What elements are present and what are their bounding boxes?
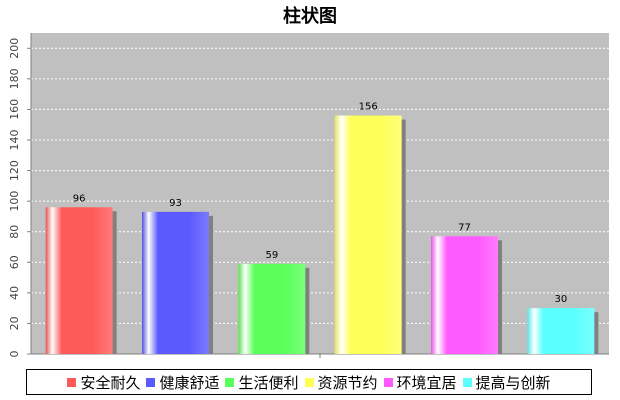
- legend-label: 生活便利: [238, 373, 299, 392]
- legend-label: 资源节约: [317, 373, 378, 392]
- y-tick-label: 120: [8, 160, 21, 181]
- data-label: 96: [73, 193, 86, 204]
- legend-item: 提高与创新: [462, 372, 551, 393]
- legend-item: 健康舒适: [146, 372, 219, 393]
- bar: [431, 236, 498, 354]
- legend-label: 安全耐久: [80, 373, 141, 392]
- legend-swatch: [146, 377, 156, 387]
- y-tick-label: 160: [8, 99, 21, 120]
- y-tick-label: 20: [8, 316, 21, 330]
- legend-label: 健康舒适: [159, 373, 220, 392]
- legend-swatch: [67, 377, 77, 387]
- legend-item: 环境宜居: [383, 372, 457, 393]
- data-label: 59: [265, 250, 278, 261]
- chart-title: 柱状图: [283, 6, 337, 27]
- data-label: 93: [169, 198, 182, 209]
- data-label: 30: [554, 294, 567, 305]
- y-tick-label: 40: [8, 286, 21, 300]
- legend-swatch: [383, 377, 393, 387]
- y-tick-label: 140: [8, 130, 21, 151]
- y-tick-label: 80: [8, 225, 21, 239]
- bar: [238, 263, 306, 354]
- y-tick-label: 100: [8, 191, 21, 212]
- legend-swatch: [225, 377, 235, 387]
- legend-item: 生活便利: [225, 372, 299, 393]
- legend-label: 环境宜居: [396, 373, 457, 392]
- legend-label: 提高与创新: [475, 373, 551, 392]
- y-tick-label: 180: [8, 68, 21, 89]
- y-tick-label: 200: [8, 38, 21, 59]
- y-tick-label: 0: [8, 351, 21, 358]
- y-tick-label: 60: [8, 255, 21, 269]
- bar: [142, 211, 209, 354]
- bar: [45, 207, 113, 354]
- legend-swatch: [462, 377, 472, 387]
- bar: [527, 308, 595, 354]
- legend-item: 安全耐久: [67, 372, 140, 393]
- bar: [334, 115, 402, 355]
- data-label: 77: [458, 222, 471, 233]
- data-label: 156: [359, 102, 378, 113]
- legend-swatch: [304, 377, 314, 387]
- plot-area: [31, 33, 609, 354]
- legend: 安全耐久 健康舒适 生活便利 资源节约 环境宜居 提高与创新: [26, 369, 592, 395]
- legend-item: 资源节约: [304, 372, 378, 393]
